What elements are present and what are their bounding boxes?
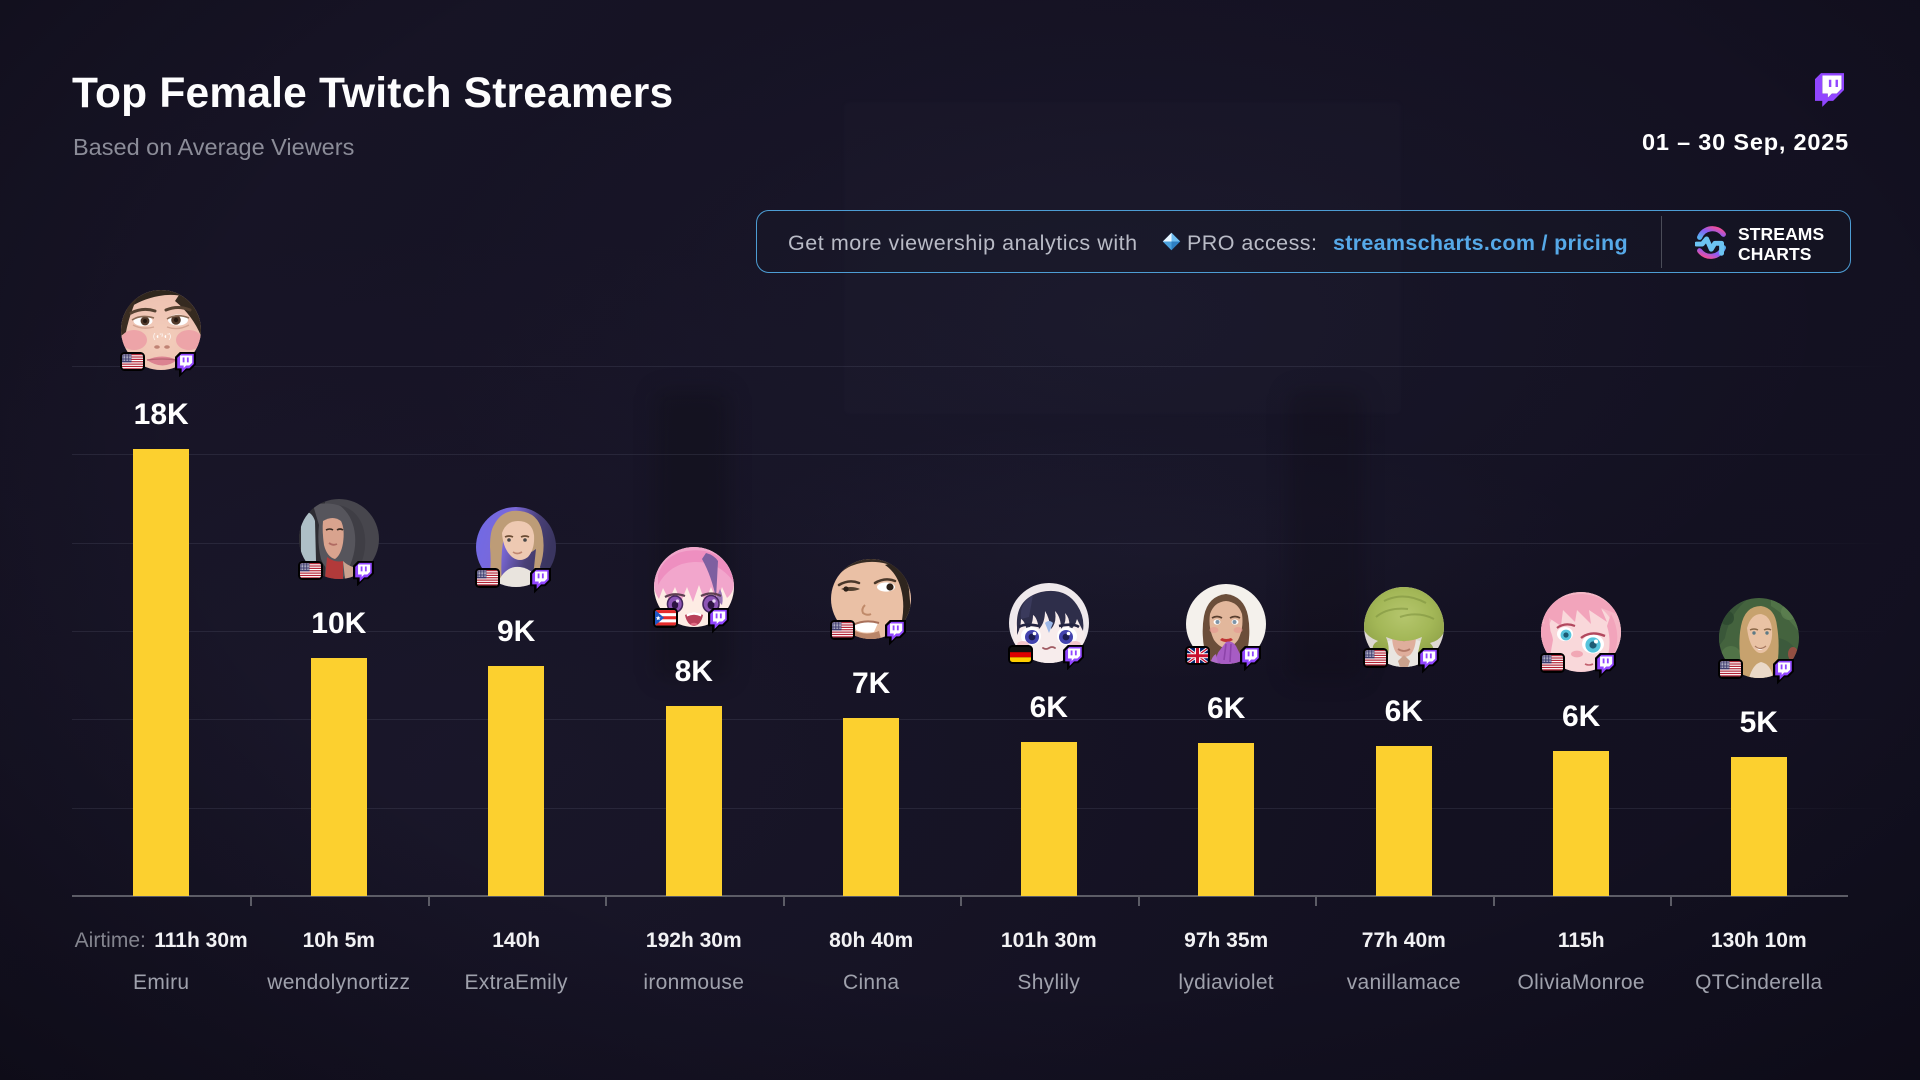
svg-text:(◖ʹ³◖ʹ): (◖ʹ³◖ʹ): [153, 333, 171, 341]
